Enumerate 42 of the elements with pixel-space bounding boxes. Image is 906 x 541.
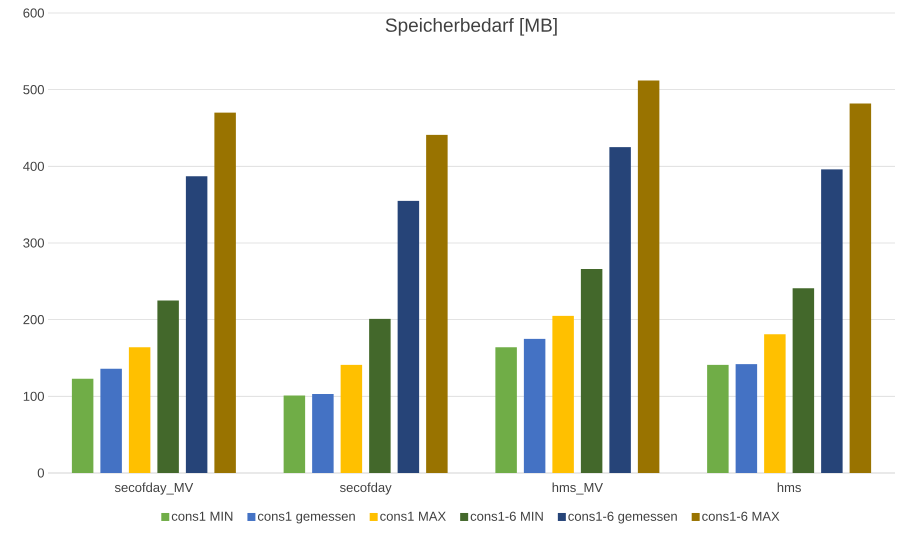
chart-title: Speicherbedarf [MB] <box>386 18 557 36</box>
bar <box>157 300 179 473</box>
bar <box>764 334 786 473</box>
bar <box>580 269 602 473</box>
legend-label: cons1 MIN <box>172 512 232 521</box>
y-tick-label: 0 <box>38 468 44 478</box>
bar <box>369 318 391 473</box>
y-tick-label: 400 <box>23 162 44 171</box>
y-tick-label: 300 <box>23 238 44 248</box>
bar <box>552 316 574 473</box>
y-tick-label: 500 <box>23 85 44 94</box>
bar <box>186 176 208 473</box>
y-tick-label: 200 <box>23 315 44 324</box>
bar <box>284 396 306 473</box>
bar <box>850 103 872 473</box>
legend-label: cons1-6 MIN <box>470 512 543 521</box>
x-tick-label: secofday_MV <box>114 482 194 495</box>
bar <box>792 288 814 473</box>
bar <box>340 364 362 473</box>
bar <box>638 80 660 473</box>
bar <box>72 378 94 473</box>
bar <box>214 112 236 473</box>
x-tick-label: secofday <box>340 482 392 495</box>
legend-label: cons1 MAX <box>380 512 446 521</box>
bar <box>736 364 758 473</box>
bar <box>100 368 122 473</box>
x-tick-label: hms_MV <box>552 482 603 495</box>
y-tick-label: 100 <box>24 392 44 401</box>
bar <box>524 338 546 473</box>
bar <box>609 147 631 473</box>
legend-label: cons1-6 MAX <box>702 512 780 521</box>
bar <box>495 347 517 473</box>
y-tick-label: 600 <box>23 8 44 18</box>
bar <box>398 200 420 473</box>
legend-label: cons1 gemessen <box>258 512 355 524</box>
bar <box>426 134 448 473</box>
bar <box>821 169 843 473</box>
bar <box>707 364 729 473</box>
legend-label: cons1-6 gemessen <box>568 512 677 524</box>
bar <box>312 394 334 473</box>
x-tick-label: hms <box>778 482 801 492</box>
bar <box>128 347 150 473</box>
